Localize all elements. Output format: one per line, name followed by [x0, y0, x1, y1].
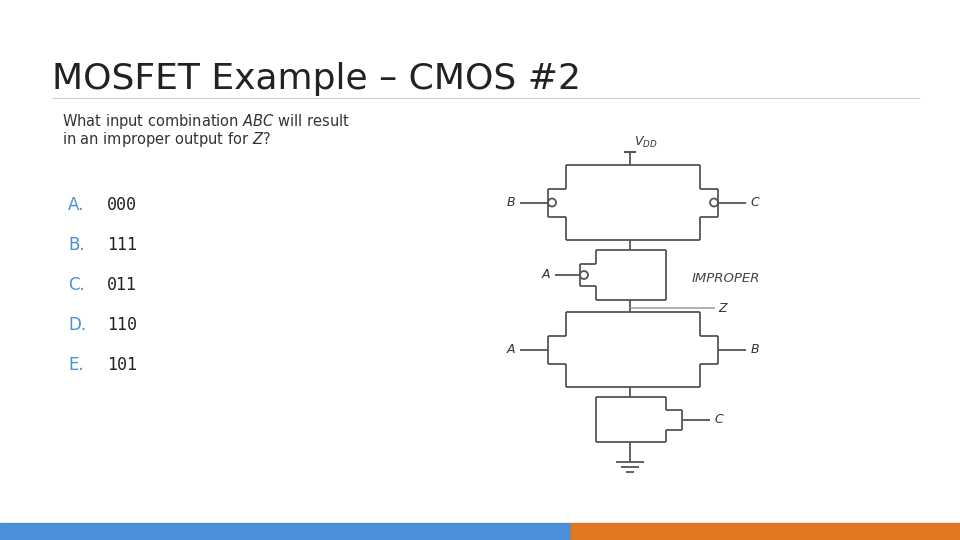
Text: 101: 101 — [107, 356, 137, 374]
Text: B.: B. — [68, 236, 84, 254]
Text: D.: D. — [68, 316, 86, 334]
Text: IMPROPER: IMPROPER — [692, 272, 760, 285]
Text: 110: 110 — [107, 316, 137, 334]
Bar — [0, 523, 571, 540]
Text: $V_{DD}$: $V_{DD}$ — [634, 135, 658, 150]
Text: What input combination $ABC$ will result: What input combination $ABC$ will result — [62, 112, 349, 131]
Text: 111: 111 — [107, 236, 137, 254]
Text: C.: C. — [68, 276, 84, 294]
Text: $A$: $A$ — [540, 268, 551, 281]
Text: $B$: $B$ — [506, 196, 516, 209]
Text: E.: E. — [68, 356, 84, 374]
Text: $C$: $C$ — [750, 196, 760, 209]
Text: A.: A. — [68, 196, 84, 214]
Text: 000: 000 — [107, 196, 137, 214]
Text: MOSFET Example – CMOS #2: MOSFET Example – CMOS #2 — [52, 62, 581, 96]
Text: in an improper output for $Z$?: in an improper output for $Z$? — [62, 130, 271, 149]
Text: 011: 011 — [107, 276, 137, 294]
Text: $C$: $C$ — [714, 413, 725, 426]
Text: $A$: $A$ — [506, 343, 516, 356]
Bar — [571, 523, 960, 540]
Text: $B$: $B$ — [750, 343, 759, 356]
Text: $Z$: $Z$ — [718, 301, 729, 314]
